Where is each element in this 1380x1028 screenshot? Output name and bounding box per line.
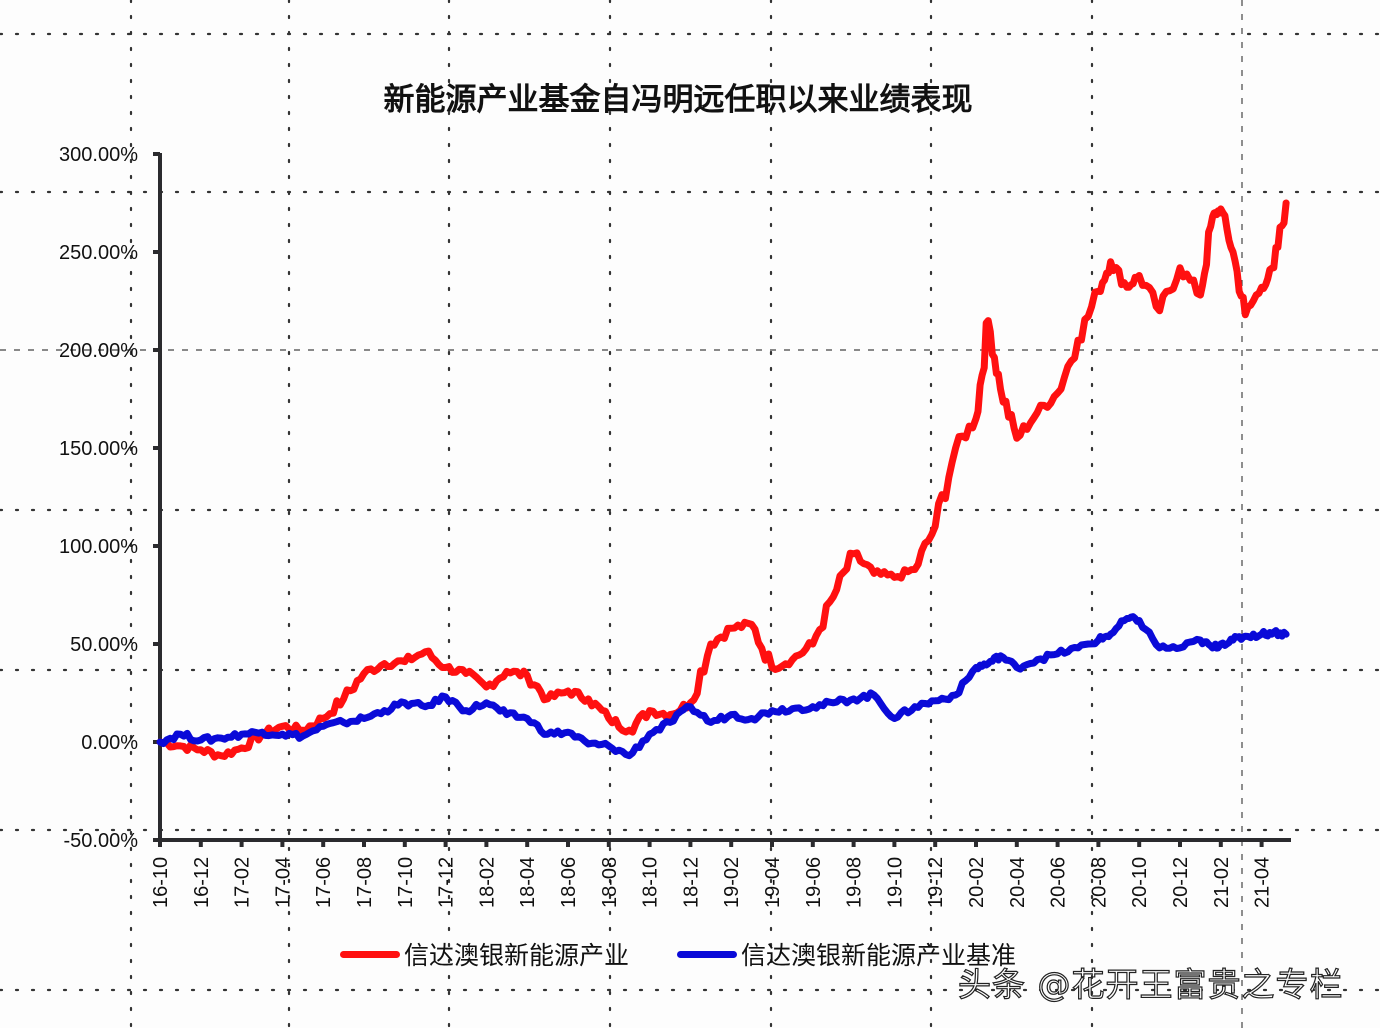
legend-swatch-blue — [677, 950, 738, 958]
watermark: 头条 @花开王富贵之专栏 — [957, 964, 1344, 1004]
x-tick-label: 20-12 — [1170, 857, 1192, 908]
x-tick-label: 16-12 — [191, 857, 213, 908]
x-tick-label: 19-08 — [844, 857, 866, 908]
x-tick-label: 20-06 — [1048, 857, 1070, 908]
y-tick-label: 150.00% — [59, 438, 138, 460]
y-tick-label: 250.00% — [59, 242, 138, 264]
x-tick-label: 17-04 — [272, 857, 294, 908]
legend-item-fund: 信达澳银新能源产业 — [340, 936, 629, 972]
chart-series — [156, 199, 1290, 761]
chart-legend: 信达澳银新能源产业 信达澳银新能源产业基准 — [340, 936, 1064, 972]
x-tick-label: 17-12 — [436, 857, 458, 908]
legend-item-benchmark: 信达澳银新能源产业基准 — [677, 936, 1016, 972]
x-tick-label: 17-10 — [395, 857, 417, 908]
x-tick-label: 18-08 — [599, 857, 621, 908]
y-tick-label: 50.00% — [70, 634, 138, 656]
x-tick-label: 19-10 — [884, 857, 906, 908]
x-tick-label: 17-02 — [232, 857, 254, 908]
y-tick-label: 0.00% — [81, 732, 138, 754]
x-tick-label: 16-10 — [150, 857, 172, 908]
x-tick-label: 20-04 — [1007, 857, 1029, 908]
y-tick-label: 100.00% — [59, 536, 138, 558]
x-tick-label: 21-02 — [1211, 857, 1233, 908]
x-tick-label: 18-06 — [558, 857, 580, 908]
x-tick-label: 17-08 — [354, 857, 376, 908]
x-tick-label: 19-12 — [925, 857, 947, 908]
chart-axes: 300.00% 250.00% 200.00% 150.00% 100.00% 50.00… — [59, 144, 1291, 908]
x-tick-label: 18-12 — [680, 857, 702, 908]
x-tick-label: 20-02 — [966, 857, 988, 908]
y-tick-label: 200.00% — [59, 340, 138, 362]
x-tick-label: 21-04 — [1252, 857, 1274, 908]
y-tick-label: -50.00% — [64, 830, 139, 852]
legend-swatch-red — [340, 950, 400, 958]
x-tick-label: 19-06 — [803, 857, 825, 908]
x-tick-label: 18-02 — [476, 857, 498, 908]
x-tick-label: 17-06 — [313, 857, 335, 908]
series-line-benchmark — [156, 613, 1290, 760]
x-tick-label: 18-04 — [517, 857, 539, 908]
y-tick-label: 300.00% — [59, 144, 138, 166]
series-line-fund — [156, 199, 1290, 761]
x-tick-label: 18-10 — [640, 857, 662, 908]
legend-label-fund: 信达澳银新能源产业 — [404, 941, 630, 970]
x-tick-label: 19-02 — [721, 857, 743, 908]
x-tick-label: 20-08 — [1088, 857, 1110, 908]
chart-title: 新能源产业基金自冯明远任职以来业绩表现 — [383, 82, 973, 118]
x-tick-label: 20-10 — [1129, 857, 1151, 908]
x-tick-label: 19-04 — [762, 857, 784, 908]
legend-label-benchmark: 信达澳银新能源产业基准 — [741, 941, 1017, 970]
